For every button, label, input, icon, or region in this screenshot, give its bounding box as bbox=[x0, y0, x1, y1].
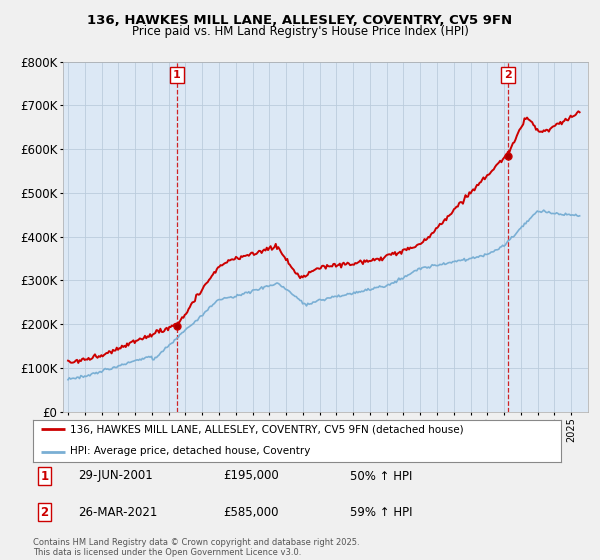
Text: 29-JUN-2001: 29-JUN-2001 bbox=[78, 469, 152, 483]
Text: 1: 1 bbox=[41, 469, 49, 483]
Text: 2: 2 bbox=[504, 70, 512, 80]
Text: HPI: Average price, detached house, Coventry: HPI: Average price, detached house, Cove… bbox=[70, 446, 310, 456]
Text: 59% ↑ HPI: 59% ↑ HPI bbox=[350, 506, 412, 519]
Text: 2: 2 bbox=[41, 506, 49, 519]
Text: 26-MAR-2021: 26-MAR-2021 bbox=[78, 506, 157, 519]
Text: 136, HAWKES MILL LANE, ALLESLEY, COVENTRY, CV5 9FN: 136, HAWKES MILL LANE, ALLESLEY, COVENTR… bbox=[88, 14, 512, 27]
Text: 136, HAWKES MILL LANE, ALLESLEY, COVENTRY, CV5 9FN (detached house): 136, HAWKES MILL LANE, ALLESLEY, COVENTR… bbox=[70, 424, 464, 434]
Text: Price paid vs. HM Land Registry's House Price Index (HPI): Price paid vs. HM Land Registry's House … bbox=[131, 25, 469, 38]
Text: £585,000: £585,000 bbox=[223, 506, 278, 519]
Text: £195,000: £195,000 bbox=[223, 469, 279, 483]
Text: Contains HM Land Registry data © Crown copyright and database right 2025.
This d: Contains HM Land Registry data © Crown c… bbox=[33, 538, 359, 557]
Text: 50% ↑ HPI: 50% ↑ HPI bbox=[350, 469, 412, 483]
Text: 1: 1 bbox=[173, 70, 181, 80]
